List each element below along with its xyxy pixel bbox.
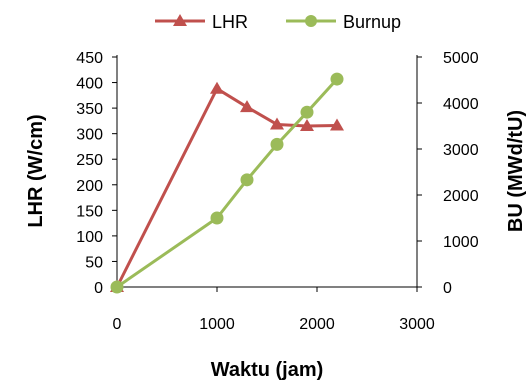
right-y-tick-label: 2000 (443, 188, 479, 205)
data-point-burnup (300, 105, 314, 119)
x-tick-label: 1000 (199, 316, 235, 333)
right-y-tick-label: 3000 (443, 142, 479, 159)
left-y-tick-label: 100 (76, 229, 103, 246)
left-y-tick-label: 200 (76, 178, 103, 195)
data-point-burnup (240, 173, 254, 187)
right-y-tick-label: 4000 (443, 96, 479, 113)
series-line-lhr (115, 87, 338, 288)
right-y-tick-label: 5000 (443, 50, 479, 67)
left-y-tick-label: 150 (76, 203, 103, 220)
x-axis-title: Waktu (jam) (211, 359, 324, 381)
x-tick-label: 3000 (399, 316, 435, 333)
data-point-lhr (300, 119, 314, 131)
left-y-tick-label: 400 (76, 76, 103, 93)
series-layer (110, 72, 344, 294)
left-y-tick-label: 0 (94, 280, 103, 297)
data-point-lhr (210, 81, 224, 94)
data-point-lhr (240, 100, 254, 113)
left-y-tick-label: 50 (85, 254, 103, 271)
left-y-tick-label: 450 (76, 50, 103, 67)
left-y-tick-label: 250 (76, 152, 103, 169)
legend-marker-lhr (173, 14, 187, 26)
data-point-burnup (110, 280, 124, 294)
left-y-tick-label: 350 (76, 101, 103, 118)
legend: LHR Burnup (155, 12, 401, 32)
right-y-axis-title: BU (MWd/tU) (505, 110, 527, 232)
legend-item-lhr: LHR (155, 12, 248, 32)
data-point-lhr (270, 117, 284, 130)
data-point-burnup (330, 72, 344, 86)
data-point-lhr (330, 118, 344, 131)
x-tick-label: 0 (113, 316, 122, 333)
left-y-tick-label: 300 (76, 127, 103, 144)
right-y-tick-label: 0 (443, 280, 452, 297)
legend-label-burnup: Burnup (343, 12, 401, 32)
data-point-burnup (270, 137, 284, 151)
legend-item-burnup: Burnup (286, 12, 401, 32)
data-point-burnup (210, 211, 224, 225)
series-line-burnup (116, 78, 339, 289)
x-tick-label: 2000 (299, 316, 335, 333)
legend-label-lhr: LHR (212, 12, 248, 32)
legend-marker-burnup (305, 15, 317, 27)
left-y-axis-title: LHR (W/cm) (25, 114, 47, 227)
axis-ticks: 0 50 100 150 200 250 300 350 400 450 0 1000 2000 3000… (76, 50, 478, 333)
right-y-tick-label: 1000 (443, 234, 479, 251)
